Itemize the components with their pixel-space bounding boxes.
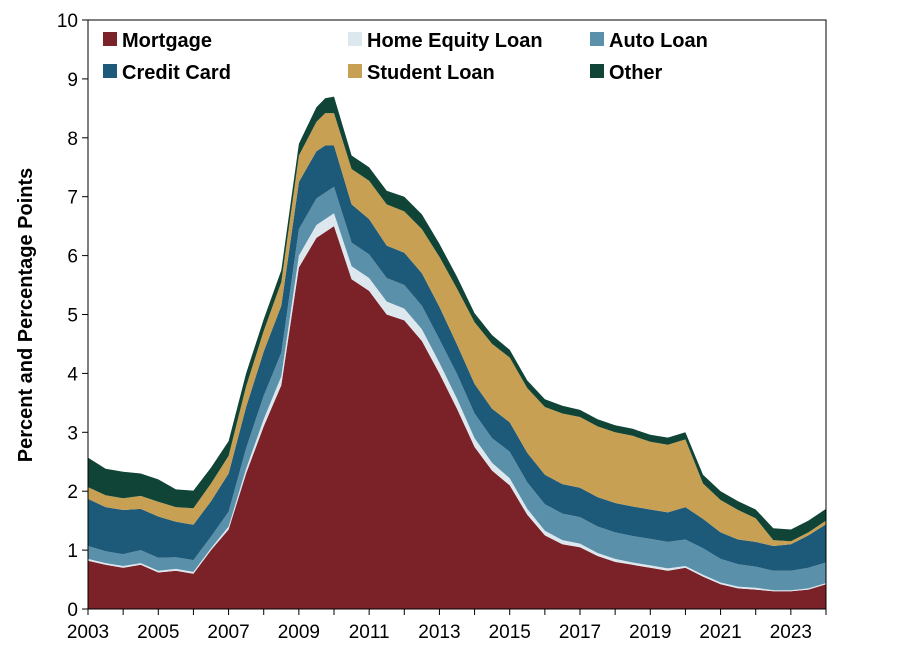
legend-swatch-auto-loan: [590, 32, 604, 46]
x-tick-label: 2005: [137, 622, 179, 643]
x-tick-label: 2009: [278, 622, 320, 643]
y-axis: 0 1 2 3 4 5 6 7 8 9 10: [57, 11, 88, 621]
x-tick-label: 2007: [207, 622, 249, 643]
y-tick-label: 9: [67, 70, 78, 91]
legend-label: Mortgage: [122, 30, 212, 52]
series-area-auto-loan: [88, 186, 826, 591]
y-tick-label: 6: [67, 247, 78, 268]
legend-swatch-student-loan: [348, 64, 362, 78]
y-tick-label: 2: [67, 482, 78, 503]
x-tick-label: 2015: [489, 622, 531, 643]
legend-swatch-mortgage: [103, 32, 117, 46]
legend-swatch-home-equity-loan: [348, 32, 362, 46]
series-area-student-loan: [88, 113, 826, 546]
legend-swatch-other: [590, 64, 604, 78]
y-tick-label: 7: [67, 188, 78, 209]
legend-swatch-credit-card: [103, 64, 117, 78]
x-tick-label: 2003: [67, 622, 109, 643]
y-tick-label: 5: [67, 306, 78, 327]
x-tick-label: 2011: [349, 622, 390, 643]
legend: Mortgage Home Equity Loan Auto Loan Credit …: [103, 30, 708, 84]
legend-label: Other: [609, 62, 663, 84]
legend-label: Auto Loan: [609, 30, 708, 52]
series-areas: [88, 96, 826, 609]
y-tick-label: 4: [67, 364, 78, 385]
x-tick-label: 2013: [418, 622, 460, 643]
series-area-home-equity-loan: [88, 213, 826, 592]
x-tick-label: 2023: [770, 622, 812, 643]
x-axis: 2003 2005 2007 2009 2011 2013 2015 2017 2019 2021…: [67, 609, 827, 643]
series-area-other: [88, 96, 826, 542]
y-tick-label: 1: [67, 541, 78, 562]
y-tick-label: 0: [67, 600, 78, 621]
x-tick-label: 2021: [699, 622, 741, 643]
y-axis-title: Percent and Percentage Points: [15, 168, 37, 463]
series-area-credit-card: [88, 145, 826, 571]
legend-label: Credit Card: [122, 62, 231, 84]
series-area-mortgage: [88, 226, 826, 609]
y-tick-label: 10: [57, 11, 78, 32]
legend-label: Home Equity Loan: [367, 30, 543, 52]
y-tick-label: 8: [67, 129, 78, 150]
x-tick-label: 2019: [629, 622, 671, 643]
legend-label: Student Loan: [367, 62, 495, 84]
x-tick-label: 2017: [559, 622, 601, 643]
y-tick-label: 3: [67, 423, 78, 444]
